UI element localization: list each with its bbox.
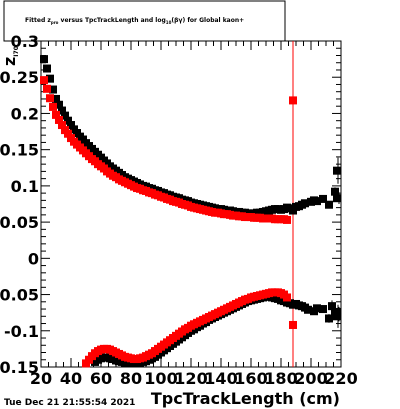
black-data-point [67, 121, 75, 130]
y-tick-label: -0.05 [0, 286, 39, 305]
y-axis-label: zI70 [0, 46, 20, 66]
black-data-point [304, 305, 312, 314]
y-tick-label: 0.3 [11, 32, 39, 51]
red-data-point [283, 293, 291, 302]
chart-title: Fitted zpro versus TpcTrackLength and lo… [25, 17, 244, 25]
y-tick-label: 0.25 [0, 68, 39, 87]
x-tick-label: 60 [90, 369, 112, 388]
red-data-point [289, 96, 297, 105]
x-tick-label: 20 [30, 369, 52, 388]
x-tick-label: 120 [174, 369, 207, 388]
black-data-point [43, 64, 51, 73]
black-data-point [313, 197, 321, 206]
x-tick-label: 220 [324, 369, 357, 388]
black-data-point [58, 106, 66, 115]
red-data-point [46, 94, 54, 103]
x-axis-label: TpcTrackLength (cm) [151, 389, 340, 408]
red-data-point [49, 102, 57, 111]
title-part-0: Fitted z [25, 17, 51, 24]
black-data-point [313, 304, 321, 313]
x-tick-label: 180 [264, 369, 297, 388]
black-data-point [55, 100, 63, 109]
red-data-point [64, 129, 72, 138]
black-data-point [333, 166, 341, 175]
red-data-point [289, 320, 297, 329]
ylabel-sub: I70 [13, 46, 20, 57]
black-data-point [325, 200, 333, 209]
black-data-point [328, 302, 336, 311]
red-data-point [55, 115, 63, 124]
y-tick-label: 0.05 [0, 213, 39, 232]
y-tick-label: 0.2 [11, 104, 39, 123]
ylabel-main: z [0, 57, 19, 66]
black-data-point [301, 199, 309, 208]
black-data-point [40, 55, 48, 64]
black-data-point [333, 194, 341, 203]
black-data-point [61, 111, 69, 120]
black-data-point [49, 85, 57, 94]
black-data-point [46, 74, 54, 83]
red-data-point [58, 121, 66, 130]
title-part-3: 10 [166, 20, 172, 25]
title-part-4: (βγ) for Global kaon+ [171, 17, 244, 24]
x-tick-label: 100 [144, 369, 177, 388]
x-tick-label: 80 [120, 369, 142, 388]
red-data-point [43, 84, 51, 93]
red-data-point [40, 76, 48, 85]
red-data-point [52, 110, 60, 119]
y-tick-label: 0.15 [0, 141, 39, 160]
y-tick-label: -0.15 [0, 358, 39, 377]
x-tick-label: 200 [294, 369, 327, 388]
y-tick-label: 0 [28, 249, 39, 268]
title-box: Fitted zpro versus TpcTrackLength and lo… [3, 0, 286, 42]
black-data-point [319, 305, 327, 314]
black-data-point [319, 194, 327, 203]
x-tick-label: 40 [60, 369, 82, 388]
black-data-point [331, 187, 339, 196]
black-data-point [325, 314, 333, 323]
red-data-point [283, 215, 291, 224]
black-data-point [52, 94, 60, 103]
timestamp: Tue Dec 21 21:55:54 2021 [4, 398, 135, 408]
black-data-point [333, 307, 341, 316]
title-part-2: versus TpcTrackLength and log [58, 17, 165, 24]
x-tick-label: 160 [234, 369, 267, 388]
black-data-point [64, 116, 72, 125]
y-tick-label: -0.1 [4, 322, 39, 341]
y-tick-label: 0.1 [11, 177, 39, 196]
title-part-1: pro [51, 20, 59, 25]
markers-layer [40, 55, 341, 368]
y-tick-labels: -0.15 -0.1 -0.05 0 0.05 0.1 0.15 0.2 0.25 0.3 [0, 32, 39, 377]
x-tick-label: 140 [204, 369, 237, 388]
title-frame [3, 0, 286, 42]
